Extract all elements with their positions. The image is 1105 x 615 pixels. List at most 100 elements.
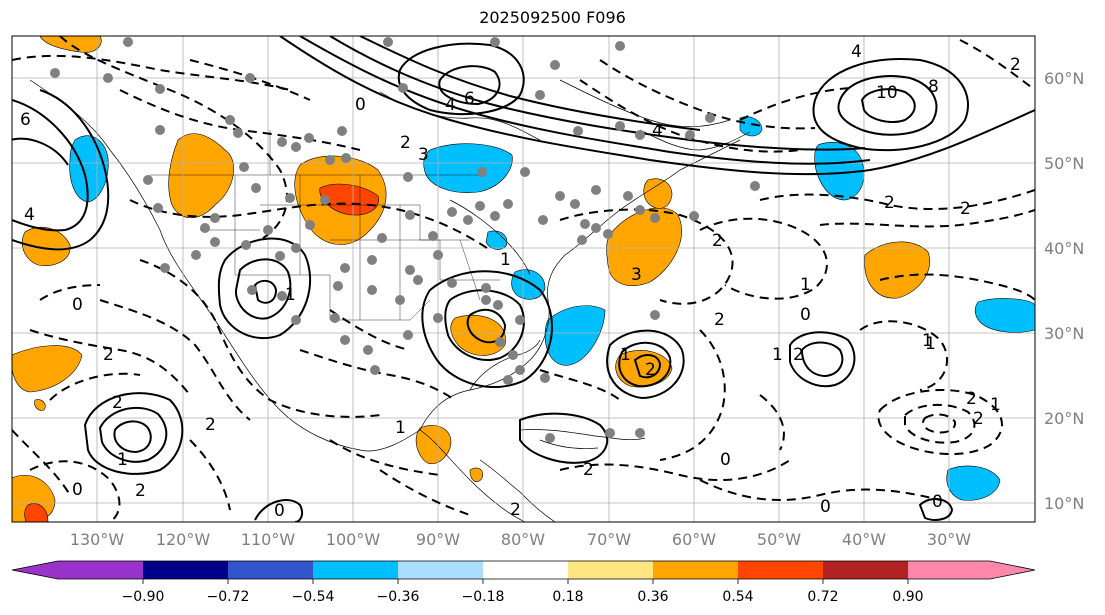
colorbar-outline xyxy=(11,560,1036,580)
shade-orange xyxy=(168,133,234,219)
shade-orange xyxy=(34,399,46,411)
contour-label: 1 xyxy=(395,418,406,438)
contour-label: 4 xyxy=(445,95,456,115)
lon-label: 130°W xyxy=(70,530,125,549)
colorbar-segment xyxy=(568,561,653,579)
contour-label: 1 xyxy=(990,395,1001,415)
colorbar-tick: −0.90 xyxy=(122,589,165,605)
positive-contours xyxy=(12,36,1035,522)
shade-orange xyxy=(450,315,506,356)
contour-label: 2 xyxy=(973,409,984,429)
colorbar-segment xyxy=(738,561,823,579)
colorbar-tick: 0.90 xyxy=(892,589,923,605)
contour-label: 1 xyxy=(772,345,783,365)
lon-label: 90°W xyxy=(416,530,460,549)
contour-label: 2 xyxy=(112,393,123,413)
shade-blue xyxy=(485,230,508,250)
colorbar-tick: 0.18 xyxy=(552,589,583,605)
lat-label: 40°N xyxy=(1044,239,1084,258)
shade-orange xyxy=(864,241,930,299)
colorbar-segment xyxy=(143,561,228,579)
colorbar-segment xyxy=(908,561,990,579)
contour-label: 6 xyxy=(20,110,31,130)
contour-label: 3 xyxy=(418,145,429,165)
contour-label: 1 xyxy=(925,334,936,354)
contour-label: 0 xyxy=(355,95,366,115)
contour-label: 2 xyxy=(712,231,723,251)
latitude-labels: 60°N 50°N 40°N 30°N 20°N 10°N xyxy=(1044,69,1084,513)
colorbar-tick: 0.54 xyxy=(722,589,753,605)
contour-label: 2 xyxy=(884,193,895,213)
colorbar-tick: 0.36 xyxy=(637,589,668,605)
chart-title: 2025092500 F096 xyxy=(479,8,626,27)
lon-label: 40°W xyxy=(842,530,886,549)
colorbar-segment xyxy=(313,561,398,579)
contour-label: 0 xyxy=(932,492,943,512)
colorbar-segment xyxy=(483,561,568,579)
contour-label: 0 xyxy=(72,480,83,500)
lon-label: 70°W xyxy=(587,530,631,549)
contour-label: 2 xyxy=(966,389,977,409)
shaded-anomalies xyxy=(12,36,1035,522)
lat-label: 50°N xyxy=(1044,154,1084,173)
colorbar: −0.90 −0.72 −0.54 −0.36 −0.18 0.18 0.36 … xyxy=(11,560,1036,605)
contour-label: 0 xyxy=(820,497,831,517)
map-panel: 6 4 4 6 10 8 0 4 4 2 3 2 2 2 0 1 1 xyxy=(11,35,1036,523)
contour-label: 4 xyxy=(24,205,35,225)
colorbar-segment xyxy=(12,561,58,579)
contour-label: 1 xyxy=(800,275,811,295)
lon-label: 120°W xyxy=(156,530,211,549)
contour-label: 4 xyxy=(652,121,663,141)
shade-orange xyxy=(21,226,71,266)
negative-contours xyxy=(12,36,1035,522)
lon-label: 60°W xyxy=(672,530,716,549)
colorbar-segment xyxy=(58,561,143,579)
contour-label: 1 xyxy=(500,250,511,270)
contour-label: 6 xyxy=(464,89,475,109)
lon-label: 30°W xyxy=(927,530,971,549)
contour-label: 4 xyxy=(851,42,862,62)
lon-label: 100°W xyxy=(326,530,381,549)
colorbar-segment xyxy=(398,561,483,579)
contour-label: 2 xyxy=(960,199,971,219)
shade-orange xyxy=(415,425,452,465)
colorbar-segment xyxy=(823,561,908,579)
lat-label: 20°N xyxy=(1044,409,1084,428)
colorbar-tick: −0.36 xyxy=(377,589,420,605)
contour-label: 8 xyxy=(928,77,939,97)
shade-blue xyxy=(814,142,865,201)
contour-label: 2 xyxy=(714,310,725,330)
contour-label: 2 xyxy=(510,500,521,520)
contour-label: 0 xyxy=(72,295,83,315)
contour-label: 2 xyxy=(205,415,216,435)
contour-label: 10 xyxy=(876,83,898,103)
longitude-labels: 130°W 120°W 110°W 100°W 90°W 80°W 70°W 6… xyxy=(70,530,971,549)
shade-orange xyxy=(469,467,483,483)
lon-label: 110°W xyxy=(241,530,296,549)
contour-label: 2 xyxy=(135,481,146,501)
contour-label: 2 xyxy=(583,460,594,480)
contour-label: 2 xyxy=(645,360,656,380)
contour-label: 2 xyxy=(103,345,114,365)
lon-label: 50°W xyxy=(757,530,801,549)
contour-label: 3 xyxy=(631,265,642,285)
contour-label: 2 xyxy=(1010,55,1021,75)
contour-label: 0 xyxy=(274,501,285,521)
state-borders xyxy=(150,130,500,321)
contour-label: 1 xyxy=(117,450,128,470)
shade-blue xyxy=(423,143,513,193)
contour-label: 1 xyxy=(620,345,631,365)
contour-label: 2 xyxy=(793,345,804,365)
contour-labels: 6 4 4 6 10 8 0 4 4 2 3 2 2 2 0 1 1 xyxy=(20,42,1021,521)
colorbar-tick: 0.72 xyxy=(807,589,838,605)
colorbar-tick: −0.54 xyxy=(292,589,335,605)
shade-blue xyxy=(974,298,1035,333)
contour-label: 0 xyxy=(800,305,811,325)
contour-label: 1 xyxy=(285,285,296,305)
contour-label: 1 xyxy=(922,331,933,351)
shade-blue xyxy=(544,305,606,366)
colorbar-segment xyxy=(653,561,738,579)
station-markers xyxy=(50,37,760,443)
lon-label: 80°W xyxy=(501,530,545,549)
